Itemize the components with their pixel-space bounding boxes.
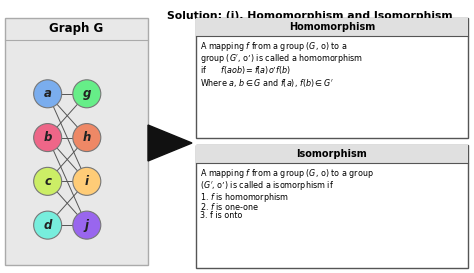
Text: if      $f(aob) = f(a)o’f(b)$: if $f(aob) = f(a)o’f(b)$ [200, 64, 291, 76]
Circle shape [34, 211, 62, 239]
Text: h: h [82, 131, 91, 144]
Text: group ($G'$, o’) is called a homomorphism: group ($G'$, o’) is called a homomorphis… [200, 52, 363, 65]
Text: b: b [44, 131, 52, 144]
Bar [196, 18, 468, 138]
Text: Graph G: Graph G [49, 22, 104, 35]
Circle shape [73, 124, 101, 152]
Bar [196, 18, 468, 36]
Text: ($G'$, o’) is called a isomorphism if: ($G'$, o’) is called a isomorphism if [200, 179, 334, 192]
Text: c: c [44, 175, 51, 188]
Circle shape [73, 167, 101, 195]
Text: 1. $f$ is homomorphism: 1. $f$ is homomorphism [200, 191, 289, 204]
Polygon shape [148, 125, 192, 161]
Text: i: i [85, 175, 89, 188]
Text: Homomorphism: Homomorphism [289, 22, 375, 32]
Bar [196, 145, 468, 163]
Bar [5, 18, 148, 265]
Circle shape [34, 124, 62, 152]
Text: A mapping $f$ from a group ($G$, o) to a group: A mapping $f$ from a group ($G$, o) to a… [200, 167, 374, 180]
Circle shape [34, 80, 62, 108]
Text: Solution: (i). Homomorphism and Isomorphism: Solution: (i). Homomorphism and Isomorph… [167, 11, 453, 21]
Text: d: d [44, 219, 52, 232]
Circle shape [73, 80, 101, 108]
Text: A mapping $f$ from a group ($G$, o) to a: A mapping $f$ from a group ($G$, o) to a [200, 40, 347, 53]
Text: j: j [85, 219, 89, 232]
Text: 2. $f$ is one-one: 2. $f$ is one-one [200, 201, 259, 212]
Circle shape [34, 167, 62, 195]
Text: g: g [82, 87, 91, 100]
Bar [196, 145, 468, 268]
Text: 3. f is onto: 3. f is onto [200, 211, 242, 220]
Text: Where $a$, $b$$\in$$G$ and $f(a)$, $f(b)$$\in$$G'$: Where $a$, $b$$\in$$G$ and $f(a)$, $f(b)… [200, 77, 334, 89]
Text: Isomorphism: Isomorphism [297, 149, 367, 159]
Text: a: a [44, 87, 52, 100]
Circle shape [73, 211, 101, 239]
